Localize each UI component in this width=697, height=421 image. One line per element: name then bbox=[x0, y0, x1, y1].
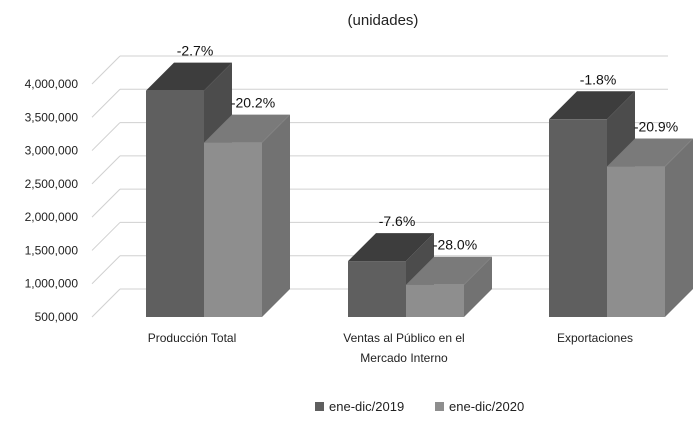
legend-label: ene-dic/2020 bbox=[449, 399, 524, 414]
bar-top bbox=[348, 233, 434, 262]
gridline-depth bbox=[91, 288, 121, 318]
bar-top bbox=[549, 91, 635, 120]
gridline-depth bbox=[91, 188, 121, 218]
data-label: -2.7% bbox=[177, 43, 214, 59]
gridline-depth bbox=[91, 88, 121, 118]
y-tick-label: 500,000 bbox=[35, 310, 79, 324]
bar bbox=[607, 138, 693, 317]
category-label: Mercado Interno bbox=[360, 351, 448, 365]
x-axis-category-labels: Producción Total Ventas al Público en el M… bbox=[148, 331, 633, 365]
y-tick-label: 3,500,000 bbox=[25, 110, 79, 124]
data-label: -28.0% bbox=[433, 237, 477, 253]
bar-top bbox=[204, 114, 290, 143]
gridline-depth bbox=[91, 222, 121, 251]
category-label: Producción Total bbox=[148, 331, 237, 345]
bar-front bbox=[204, 142, 262, 317]
y-tick-label: 4,000,000 bbox=[25, 77, 79, 91]
legend-item: ene-dic/2019 bbox=[315, 399, 404, 414]
category-label: Ventas al Público en el bbox=[343, 331, 464, 345]
gridline-depth bbox=[91, 155, 121, 185]
bar-front bbox=[348, 261, 406, 317]
bar-side bbox=[464, 256, 492, 317]
bar-front bbox=[406, 284, 464, 317]
y-axis-tick-labels: 500,000 1,000,000 1,500,000 2,000,000 2,500,… bbox=[25, 77, 79, 324]
gridline-depth bbox=[91, 255, 121, 285]
legend-swatch bbox=[315, 402, 324, 411]
y-tick-label: 3,000,000 bbox=[25, 144, 79, 158]
bar-front bbox=[549, 119, 607, 317]
bars bbox=[146, 62, 693, 318]
bar-top bbox=[406, 256, 492, 285]
data-label: -7.6% bbox=[379, 213, 416, 229]
bar-side bbox=[262, 114, 290, 317]
bar-front bbox=[146, 90, 204, 318]
bar-front bbox=[607, 166, 665, 317]
bar bbox=[406, 256, 492, 317]
gridline-depth bbox=[91, 122, 121, 151]
data-label: -20.2% bbox=[231, 95, 275, 111]
legend: ene-dic/2019 ene-dic/2020 bbox=[315, 399, 524, 414]
bar-top bbox=[607, 138, 693, 167]
legend-swatch bbox=[435, 402, 444, 411]
legend-label: ene-dic/2019 bbox=[329, 399, 404, 414]
category-label: Exportaciones bbox=[557, 331, 633, 345]
bar-top bbox=[146, 62, 232, 91]
y-tick-label: 1,000,000 bbox=[25, 277, 79, 291]
y-tick-label: 1,500,000 bbox=[25, 243, 79, 257]
y-tick-label: 2,500,000 bbox=[25, 177, 79, 191]
legend-item: ene-dic/2020 bbox=[435, 399, 524, 414]
data-label: -20.9% bbox=[634, 119, 678, 135]
data-labels: -2.7% -20.2% -7.6% -28.0% -1.8% -20.9% bbox=[177, 43, 678, 253]
bar bbox=[204, 114, 290, 317]
y-tick-label: 2,000,000 bbox=[25, 210, 79, 224]
bar-side bbox=[665, 138, 693, 317]
data-label: -1.8% bbox=[580, 71, 617, 87]
chart-title: (unidades) bbox=[348, 12, 419, 29]
gridline-depth bbox=[91, 55, 121, 85]
